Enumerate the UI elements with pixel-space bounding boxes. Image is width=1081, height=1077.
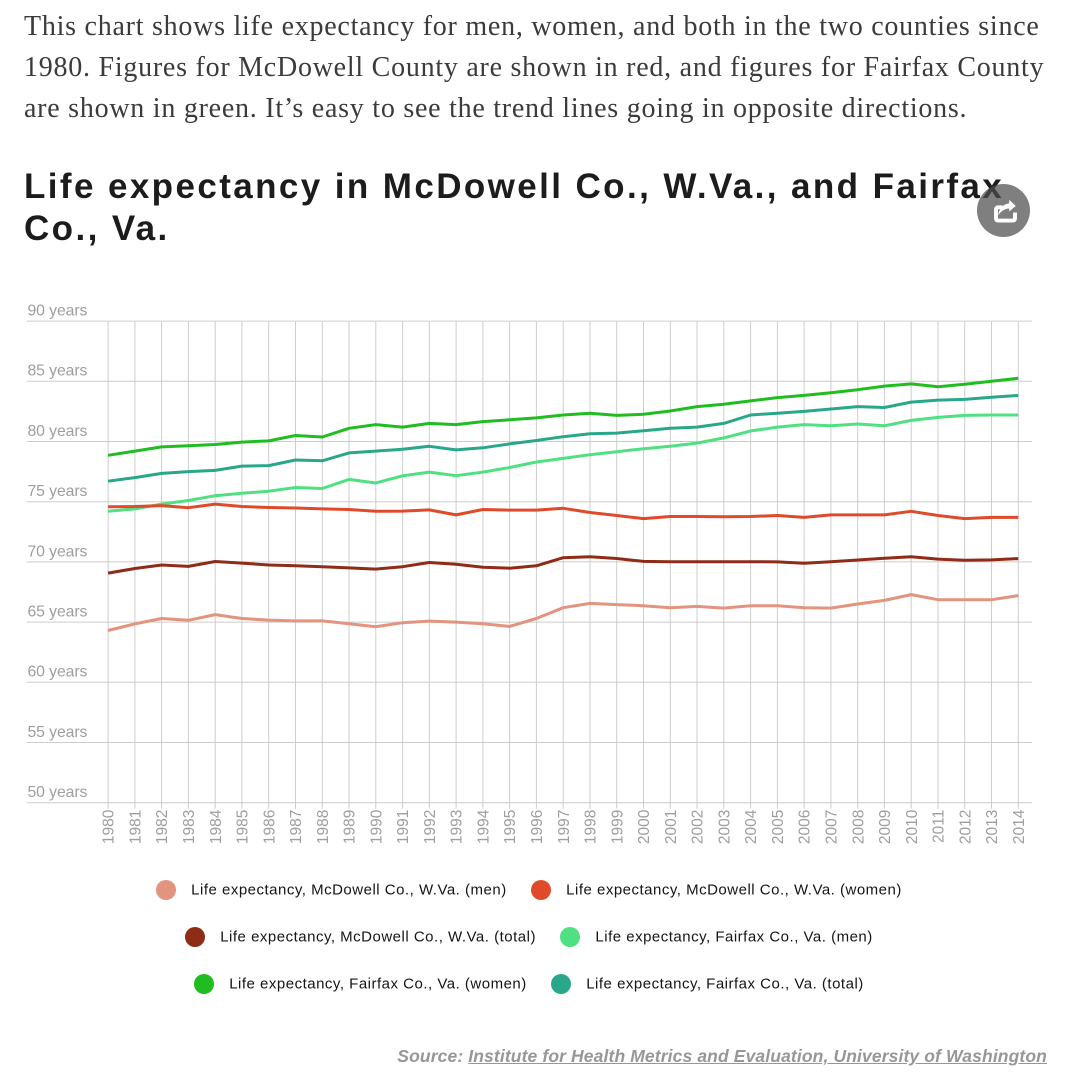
svg-text:50 years: 50 years <box>28 784 88 801</box>
svg-text:75 years: 75 years <box>28 483 88 500</box>
svg-text:1983: 1983 <box>181 810 198 844</box>
svg-text:1980: 1980 <box>101 809 118 844</box>
svg-text:1993: 1993 <box>449 810 466 844</box>
svg-text:2012: 2012 <box>957 810 974 844</box>
svg-text:1982: 1982 <box>154 810 171 844</box>
svg-text:2005: 2005 <box>770 810 787 844</box>
svg-text:60 years: 60 years <box>28 664 88 681</box>
svg-text:1990: 1990 <box>368 809 385 844</box>
svg-text:2003: 2003 <box>716 810 733 844</box>
svg-text:2009: 2009 <box>877 810 894 844</box>
svg-text:1994: 1994 <box>476 809 493 844</box>
svg-text:70 years: 70 years <box>28 543 88 560</box>
svg-text:2002: 2002 <box>690 810 707 844</box>
svg-text:80 years: 80 years <box>28 423 88 440</box>
svg-text:2011: 2011 <box>931 810 948 843</box>
svg-text:2007: 2007 <box>824 810 841 844</box>
svg-text:90 years: 90 years <box>28 303 88 320</box>
svg-text:1981: 1981 <box>127 810 144 844</box>
svg-text:1986: 1986 <box>261 810 278 844</box>
svg-text:1989: 1989 <box>342 810 359 844</box>
svg-text:1992: 1992 <box>422 810 439 844</box>
svg-text:1998: 1998 <box>583 810 600 844</box>
svg-text:1996: 1996 <box>529 810 546 844</box>
svg-text:2001: 2001 <box>663 810 680 844</box>
svg-text:2013: 2013 <box>984 810 1001 844</box>
svg-text:2008: 2008 <box>850 810 867 844</box>
svg-text:1985: 1985 <box>235 810 252 844</box>
svg-text:55 years: 55 years <box>28 724 88 741</box>
svg-text:2006: 2006 <box>797 810 814 844</box>
svg-text:2000: 2000 <box>636 809 653 844</box>
svg-text:2014: 2014 <box>1011 809 1028 844</box>
svg-text:1984: 1984 <box>208 809 225 844</box>
svg-text:1987: 1987 <box>288 810 305 844</box>
svg-text:1999: 1999 <box>609 810 626 844</box>
svg-text:2004: 2004 <box>743 809 760 844</box>
svg-text:1991: 1991 <box>395 810 412 844</box>
svg-text:1995: 1995 <box>502 810 519 844</box>
svg-text:1997: 1997 <box>556 810 573 844</box>
svg-text:65 years: 65 years <box>28 604 88 621</box>
svg-text:85 years: 85 years <box>28 363 88 380</box>
svg-text:2010: 2010 <box>904 809 921 844</box>
svg-text:1988: 1988 <box>315 810 332 844</box>
